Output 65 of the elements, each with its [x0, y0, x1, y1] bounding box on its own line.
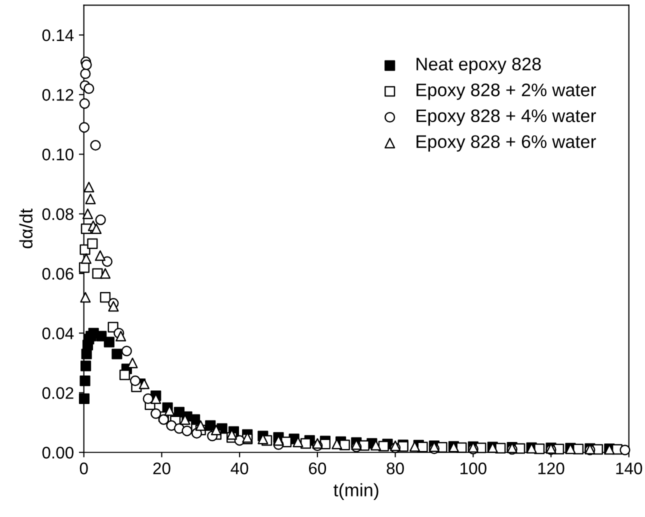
point — [91, 223, 102, 234]
point — [312, 438, 323, 449]
legend-label: Epoxy 828 + 4% water — [416, 109, 596, 126]
y-tick-label: 0.14 — [42, 29, 74, 42]
x-tick-label: 60 — [309, 462, 326, 474]
point — [78, 393, 90, 404]
legend-label: Epoxy 828 + 2% water — [416, 84, 596, 100]
point — [81, 60, 92, 70]
point — [182, 426, 192, 436]
point — [534, 444, 545, 454]
point — [116, 330, 126, 342]
point — [78, 122, 90, 133]
legend-label: Neat epoxy 828 — [416, 58, 541, 74]
y-axis-title: dα/dt — [19, 208, 33, 248]
x-tick-label: 80 — [386, 462, 404, 474]
point — [121, 346, 132, 356]
point — [417, 442, 428, 452]
y-tick-label: 0.08 — [42, 208, 74, 220]
point — [87, 238, 98, 249]
point — [572, 444, 584, 454]
y-tick-label: 0.12 — [42, 89, 74, 101]
point — [82, 208, 94, 220]
point — [85, 194, 96, 204]
point — [195, 420, 206, 431]
point — [300, 438, 312, 449]
legend-label: Epoxy 828 + 6% water — [416, 135, 596, 152]
point — [456, 442, 467, 453]
point — [79, 98, 90, 109]
point — [80, 376, 90, 386]
point — [495, 442, 506, 454]
y-tick-label: 0.06 — [42, 268, 74, 280]
point — [112, 348, 122, 360]
point — [80, 360, 92, 372]
point — [84, 182, 94, 192]
point — [94, 250, 106, 261]
point — [119, 370, 130, 380]
point — [108, 301, 119, 312]
point — [130, 376, 141, 386]
x-tick-label: 120 — [538, 462, 564, 474]
point — [95, 214, 106, 226]
point — [378, 440, 389, 452]
point — [339, 440, 350, 450]
x-axis-title: t(min) — [334, 483, 378, 500]
point — [90, 140, 101, 151]
x-tick-label: 0 — [80, 462, 88, 474]
point — [80, 68, 91, 80]
x-tick-label: 100 — [460, 462, 486, 474]
point — [100, 292, 111, 303]
y-tick-label: 0.00 — [42, 446, 74, 459]
x-tick-label: 20 — [153, 462, 170, 474]
point — [84, 83, 94, 94]
point — [104, 336, 114, 348]
y-tick-label: 0.10 — [42, 148, 74, 160]
point — [620, 444, 630, 456]
point — [80, 292, 91, 303]
x-tick-label: 40 — [230, 462, 248, 474]
point — [96, 330, 107, 342]
point — [210, 424, 222, 436]
x-tick-label: 140 — [616, 462, 642, 474]
y-tick-label: 0.02 — [42, 387, 74, 399]
y-tick-label: 0.04 — [42, 328, 74, 340]
point — [142, 393, 154, 404]
point — [150, 408, 162, 419]
point — [158, 414, 169, 425]
point — [92, 268, 103, 279]
